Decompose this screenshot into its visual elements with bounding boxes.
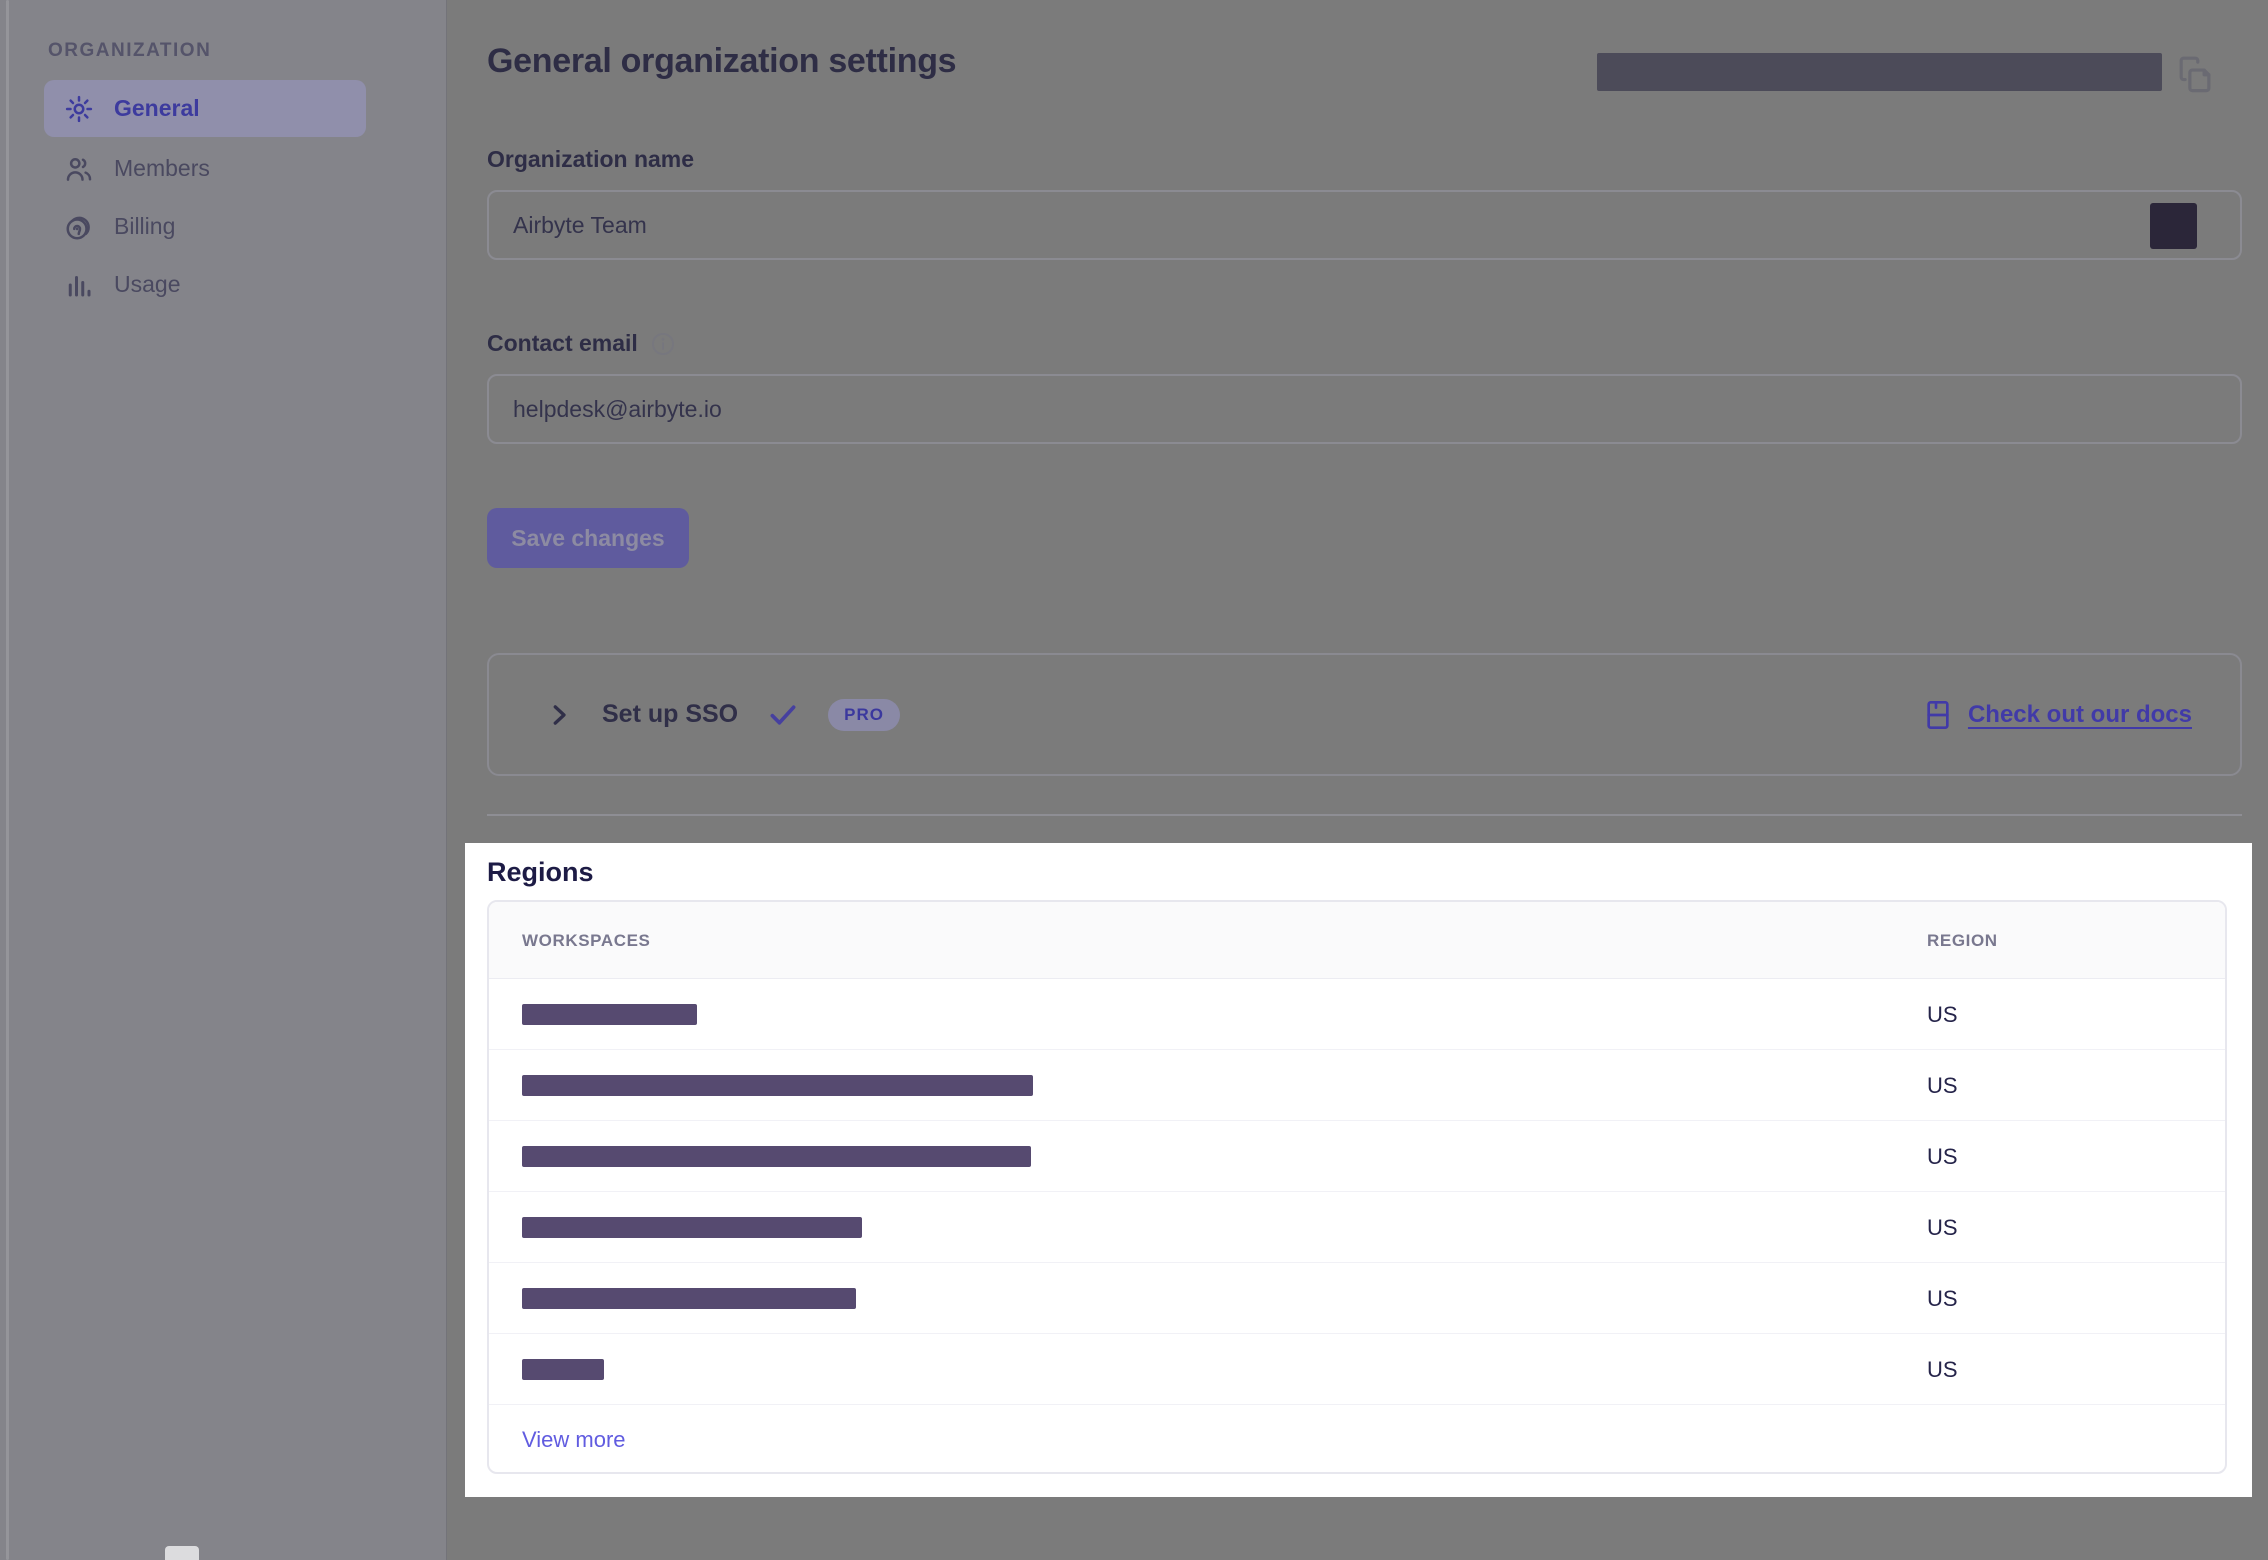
table-row: US xyxy=(489,1334,2225,1405)
region-value: US xyxy=(1927,1214,1958,1240)
sidebar-item-label: Billing xyxy=(114,213,176,239)
regions-spotlight: Regions WORKSPACES REGION US US US US US US V… xyxy=(465,843,2252,1497)
sidebar: ORGANIZATION General Members Billing xyxy=(0,0,447,1560)
region-value: US xyxy=(1927,1072,1958,1098)
sidebar-item-label: Usage xyxy=(114,271,181,297)
sso-setup-card: Set up SSO PRO Check out our docs xyxy=(487,653,2242,776)
copy-icon xyxy=(2179,56,2211,93)
column-header-workspaces: WORKSPACES xyxy=(522,930,651,950)
org-name-label: Organization name xyxy=(487,146,694,173)
workspace-name-redacted-bar xyxy=(522,1288,856,1309)
info-icon xyxy=(651,332,674,355)
check-icon xyxy=(770,704,796,725)
table-row: US xyxy=(489,1192,2225,1263)
org-name-input[interactable] xyxy=(487,190,2242,260)
org-name-label-text: Organization name xyxy=(487,146,695,172)
regions-table: WORKSPACES REGION US US US US US US View more xyxy=(487,900,2227,1474)
region-value: US xyxy=(1927,1143,1958,1169)
contact-email-label: Contact email xyxy=(487,330,676,357)
scrollbar[interactable] xyxy=(6,0,9,1560)
view-more-link[interactable]: View more xyxy=(522,1426,626,1452)
usage-icon xyxy=(68,275,91,296)
table-row: US xyxy=(489,1050,2225,1121)
billing-icon xyxy=(66,216,90,239)
view-more-row: View more xyxy=(489,1405,2225,1472)
docs-link-label: Check out our docs xyxy=(1967,700,2192,728)
workspace-name-redacted-bar xyxy=(522,1075,1033,1096)
gear-icon xyxy=(65,95,93,122)
docs-link[interactable]: Check out our docs xyxy=(1922,655,2192,774)
docs-icon xyxy=(1927,700,1949,729)
chevron-right-icon[interactable] xyxy=(544,700,574,730)
sidebar-item-billing[interactable]: Billing xyxy=(44,198,366,255)
copy-button[interactable] xyxy=(2178,55,2216,93)
workspace-name-redacted-bar xyxy=(522,1004,697,1025)
sidebar-section-label: ORGANIZATION xyxy=(48,40,212,61)
sidebar-item-usage[interactable]: Usage xyxy=(44,256,366,313)
workspace-name-redacted-bar xyxy=(522,1146,1031,1167)
contact-email-label-text: Contact email xyxy=(487,330,638,356)
workspace-name-redacted-bar xyxy=(522,1359,604,1380)
chat-widget-fragment[interactable] xyxy=(165,1546,199,1560)
redacted-org-id-value xyxy=(1597,53,2162,91)
sidebar-item-label: Members xyxy=(114,155,210,181)
region-value: US xyxy=(1927,1356,1958,1382)
sidebar-item-general[interactable]: General xyxy=(44,80,366,137)
sso-title: Set up SSO xyxy=(602,700,739,728)
region-value: US xyxy=(1927,1285,1958,1311)
column-header-region: REGION xyxy=(1927,930,1998,950)
sidebar-item-members[interactable]: Members xyxy=(44,140,366,197)
contact-email-input[interactable] xyxy=(487,374,2242,444)
table-row: US xyxy=(489,1121,2225,1192)
regions-table-header: WORKSPACES REGION xyxy=(489,902,2225,979)
section-divider xyxy=(487,814,2242,816)
page-title: General organization settings xyxy=(487,42,957,80)
regions-title: Regions xyxy=(487,857,594,887)
sidebar-item-label: General xyxy=(114,95,200,121)
regions-table-rows: US US US US US US xyxy=(489,979,2225,1405)
members-icon xyxy=(66,157,92,181)
workspace-name-redacted-bar xyxy=(522,1217,862,1238)
table-row: US xyxy=(489,1263,2225,1334)
region-value: US xyxy=(1927,1001,1958,1027)
redacted-input-overlay xyxy=(2150,203,2197,249)
pro-badge: PRO xyxy=(828,698,900,731)
save-changes-button[interactable]: Save changes xyxy=(487,508,689,568)
table-row: US xyxy=(489,979,2225,1050)
